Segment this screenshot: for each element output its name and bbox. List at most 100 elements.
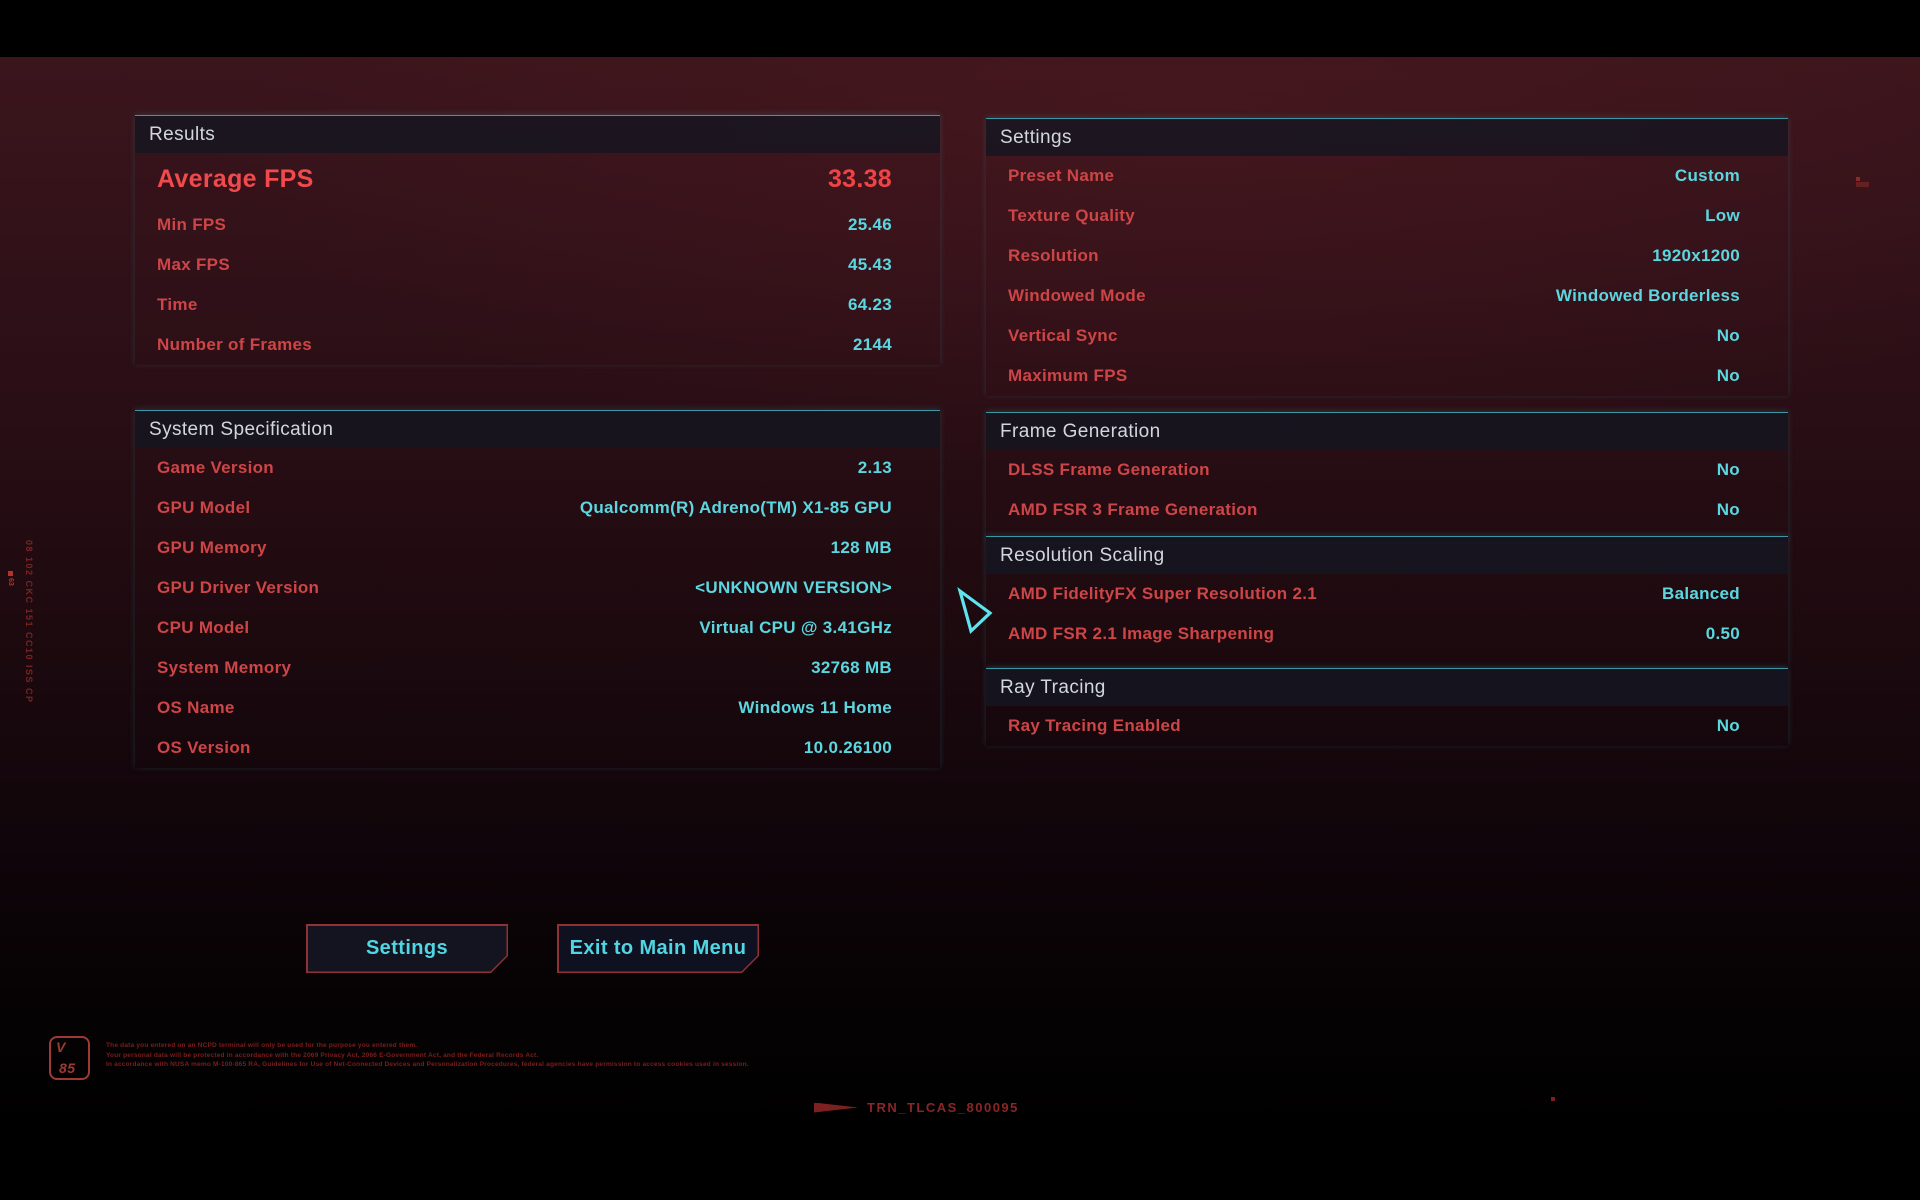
row-value: No bbox=[1716, 366, 1740, 385]
result-row-frames: Number of Frames 2144 bbox=[135, 325, 940, 365]
section-title: System Specification bbox=[149, 418, 334, 440]
row-label: Time bbox=[157, 295, 198, 314]
settings-button[interactable]: Settings bbox=[306, 924, 508, 973]
row-label: DLSS Frame Generation bbox=[1008, 460, 1210, 479]
row-label: GPU Memory bbox=[157, 538, 267, 557]
marker-square-icon bbox=[1856, 177, 1860, 181]
settings-button-label: Settings bbox=[365, 937, 449, 959]
v85-logo: V 85 bbox=[49, 1036, 90, 1080]
spec-row-gpu-driver: GPU Driver Version <UNKNOWN VERSION> bbox=[135, 568, 940, 608]
settings-section: Settings Preset Name Custom Texture Qual… bbox=[986, 118, 1788, 396]
row-label: Maximum FPS bbox=[1008, 366, 1128, 385]
row-value: 1920x1200 bbox=[1652, 246, 1740, 265]
row-value: Qualcomm(R) Adreno(TM) X1-85 GPU bbox=[579, 498, 892, 517]
frame-generation-header: Frame Generation bbox=[986, 413, 1788, 450]
results-section-header: Results bbox=[135, 116, 940, 153]
setting-row-fsr21: AMD FidelityFX Super Resolution 2.1 Bala… bbox=[986, 574, 1788, 614]
row-value: Virtual CPU @ 3.41GHz bbox=[699, 618, 892, 637]
v85-logo-bottom: 85 bbox=[59, 1060, 76, 1076]
frame-generation-section: Frame Generation DLSS Frame Generation N… bbox=[986, 412, 1788, 542]
row-value: Balanced bbox=[1662, 584, 1740, 603]
marker-square-icon bbox=[8, 571, 13, 576]
spec-row-system-memory: System Memory 32768 MB bbox=[135, 648, 940, 688]
row-value: Windows 11 Home bbox=[738, 698, 892, 717]
left-marker-text: 63 bbox=[7, 578, 14, 586]
row-label: Preset Name bbox=[1008, 166, 1115, 185]
settings-section-header: Settings bbox=[986, 119, 1788, 156]
stray-dot-marker bbox=[1551, 1097, 1555, 1101]
row-label: AMD FSR 2.1 Image Sharpening bbox=[1008, 624, 1275, 643]
section-title: Frame Generation bbox=[1000, 420, 1161, 442]
row-label: Max FPS bbox=[157, 255, 230, 274]
spec-row-os-name: OS Name Windows 11 Home bbox=[135, 688, 940, 728]
row-label: AMD FidelityFX Super Resolution 2.1 bbox=[1008, 584, 1317, 603]
setting-row-texture-quality: Texture Quality Low bbox=[986, 196, 1788, 236]
row-value: 128 MB bbox=[830, 538, 892, 557]
result-row-time: Time 64.23 bbox=[135, 285, 940, 325]
row-label: Vertical Sync bbox=[1008, 326, 1118, 345]
row-label: CPU Model bbox=[157, 618, 250, 637]
right-edge-marker bbox=[1856, 177, 1869, 187]
row-value: 0.50 bbox=[1705, 624, 1740, 643]
section-title: Resolution Scaling bbox=[1000, 544, 1165, 566]
spec-row-gpu-memory: GPU Memory 128 MB bbox=[135, 528, 940, 568]
row-value: No bbox=[1716, 500, 1740, 519]
row-value: Low bbox=[1705, 206, 1740, 225]
spec-row-game-version: Game Version 2.13 bbox=[135, 448, 940, 488]
row-value: 64.23 bbox=[847, 295, 892, 314]
setting-row-ray-tracing-enabled: Ray Tracing Enabled No bbox=[986, 706, 1788, 746]
row-label: Texture Quality bbox=[1008, 206, 1135, 225]
exit-button-label: Exit to Main Menu bbox=[569, 937, 747, 959]
ray-tracing-header: Ray Tracing bbox=[986, 669, 1788, 706]
row-label: Min FPS bbox=[157, 215, 227, 234]
vertical-code-text: 08 102 CKC 151 CC10 ISS CP bbox=[24, 540, 34, 704]
legal-line: In accordance with NUSA memo M-100-865 R… bbox=[106, 1061, 749, 1068]
result-row-min-fps: Min FPS 25.46 bbox=[135, 205, 940, 245]
row-label: Windowed Mode bbox=[1008, 286, 1146, 305]
setting-row-fsr21-sharpening: AMD FSR 2.1 Image Sharpening 0.50 bbox=[986, 614, 1788, 654]
setting-row-resolution: Resolution 1920x1200 bbox=[986, 236, 1788, 276]
setting-row-vertical-sync: Vertical Sync No bbox=[986, 316, 1788, 356]
row-label: Resolution bbox=[1008, 246, 1099, 265]
row-value: 2.13 bbox=[857, 458, 892, 477]
setting-row-windowed-mode: Windowed Mode Windowed Borderless bbox=[986, 276, 1788, 316]
result-row-average-fps: Average FPS 33.38 bbox=[135, 153, 940, 205]
row-value: 32768 MB bbox=[811, 658, 892, 677]
row-value: 10.0.26100 bbox=[803, 738, 892, 757]
setting-row-preset-name: Preset Name Custom bbox=[986, 156, 1788, 196]
section-title: Ray Tracing bbox=[1000, 676, 1106, 698]
row-label: GPU Model bbox=[157, 498, 251, 517]
exit-to-main-menu-button[interactable]: Exit to Main Menu bbox=[557, 924, 759, 973]
row-label: OS Name bbox=[157, 698, 235, 717]
row-label: AMD FSR 3 Frame Generation bbox=[1008, 500, 1258, 519]
legal-fine-print: The data you entered on an NCPD terminal… bbox=[106, 1041, 1356, 1070]
system-specification-header: System Specification bbox=[135, 411, 940, 448]
row-value: 33.38 bbox=[827, 164, 892, 193]
section-title: Settings bbox=[1000, 126, 1072, 148]
row-value: No bbox=[1716, 460, 1740, 479]
results-section: Results Average FPS 33.38 Min FPS 25.46 … bbox=[135, 115, 940, 365]
system-specification-section: System Specification Game Version 2.13 G… bbox=[135, 410, 940, 768]
row-value: No bbox=[1716, 716, 1740, 735]
session-id-tag: TRN_TLCAS_800095 bbox=[814, 1100, 1019, 1115]
row-label: Average FPS bbox=[157, 164, 314, 193]
left-edge-marker: 63 bbox=[7, 571, 14, 586]
resolution-scaling-section: Resolution Scaling AMD FidelityFX Super … bbox=[986, 536, 1788, 666]
row-label: System Memory bbox=[157, 658, 292, 677]
section-title: Results bbox=[149, 123, 216, 145]
row-value: Custom bbox=[1674, 166, 1740, 185]
triangle-pointer-icon bbox=[957, 586, 993, 634]
row-label: GPU Driver Version bbox=[157, 578, 320, 597]
row-value: Windowed Borderless bbox=[1555, 286, 1740, 305]
spec-row-gpu-model: GPU Model Qualcomm(R) Adreno(TM) X1-85 G… bbox=[135, 488, 940, 528]
setting-row-maximum-fps: Maximum FPS No bbox=[986, 356, 1788, 396]
legal-line: Your personal data will be protected in … bbox=[106, 1051, 539, 1059]
session-id-text: TRN_TLCAS_800095 bbox=[867, 1100, 1019, 1115]
v85-logo-top: V bbox=[56, 1039, 66, 1055]
row-label: Number of Frames bbox=[157, 335, 313, 354]
resolution-scaling-header: Resolution Scaling bbox=[986, 537, 1788, 574]
ray-tracing-section: Ray Tracing Ray Tracing Enabled No bbox=[986, 668, 1788, 746]
row-label: OS Version bbox=[157, 738, 251, 757]
row-value: No bbox=[1716, 326, 1740, 345]
